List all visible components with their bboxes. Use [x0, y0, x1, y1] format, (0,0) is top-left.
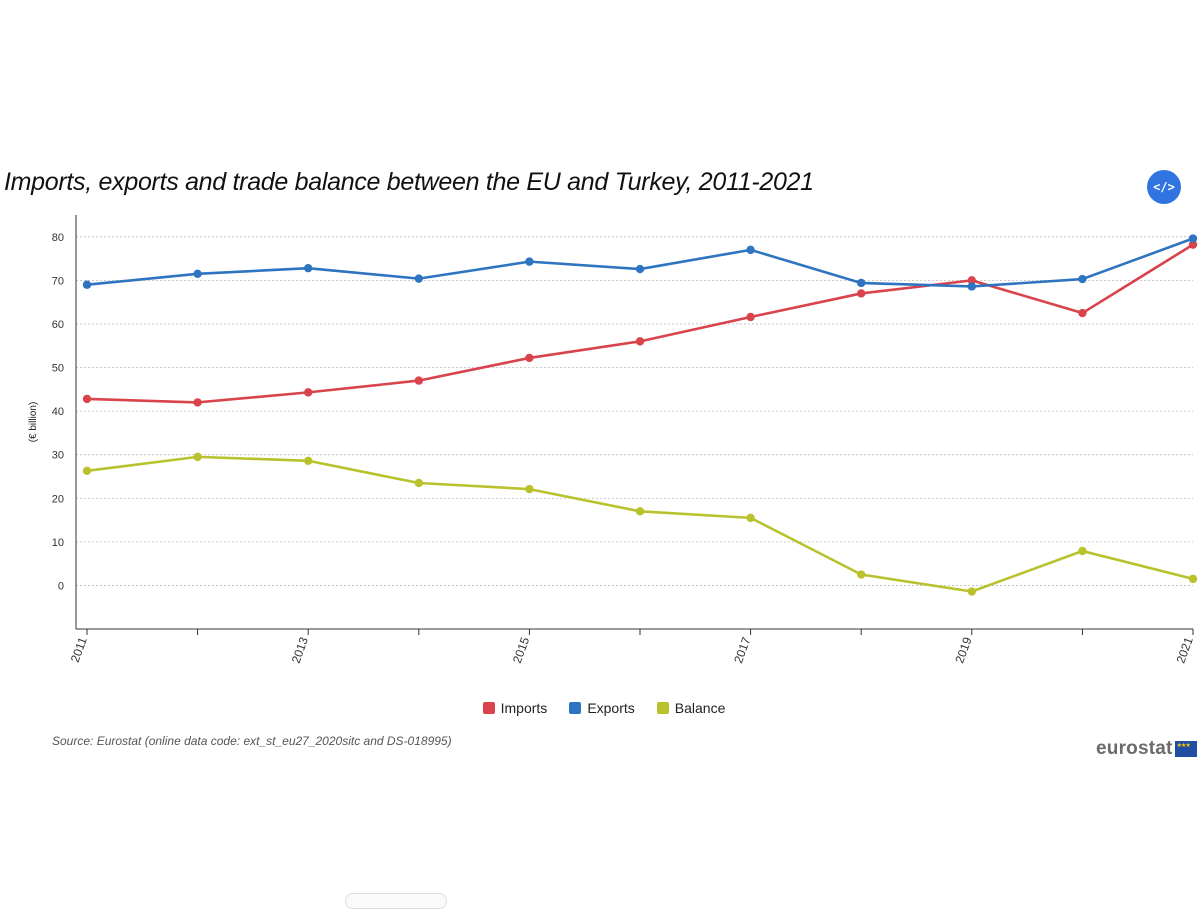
data-point-imports[interactable]: [193, 398, 202, 407]
y-tick-label: 30: [52, 450, 64, 462]
data-point-exports[interactable]: [525, 257, 534, 266]
data-point-balance[interactable]: [967, 587, 976, 596]
legend-swatch-exports: [569, 702, 582, 714]
legend-swatch-imports: [482, 702, 495, 714]
x-tick-label: 2015: [510, 635, 532, 665]
legend-swatch-balance: [656, 702, 669, 714]
data-point-exports[interactable]: [193, 269, 202, 279]
data-point-balance[interactable]: [193, 452, 202, 462]
y-tick-label: 40: [52, 406, 64, 418]
eurostat-logo: eurostat: [1096, 738, 1197, 760]
data-point-imports[interactable]: [304, 388, 313, 397]
source-note: Source: Eurostat (online data code: ext_…: [52, 734, 452, 748]
data-point-imports[interactable]: [1188, 240, 1198, 249]
data-point-exports[interactable]: [967, 282, 976, 291]
logo-text: eurostat: [1096, 738, 1173, 759]
eu-flag-icon: [1174, 741, 1197, 757]
data-point-balance[interactable]: [746, 513, 755, 523]
data-point-balance[interactable]: [525, 484, 534, 494]
data-point-balance[interactable]: [857, 570, 866, 579]
data-point-imports[interactable]: [1078, 308, 1087, 318]
data-point-imports[interactable]: [857, 289, 866, 298]
code-icon: </>: [1153, 180, 1175, 194]
data-point-balance[interactable]: [304, 456, 313, 465]
legend-item-imports[interactable]: Imports: [475, 700, 548, 716]
data-point-balance[interactable]: [635, 507, 645, 516]
data-point-exports[interactable]: [635, 264, 645, 274]
data-point-exports[interactable]: [304, 263, 313, 273]
chart-title: Imports, exports and trade balance betwe…: [4, 168, 814, 196]
y-tick-label: 70: [52, 275, 64, 287]
data-point-balance[interactable]: [82, 466, 92, 476]
data-point-imports[interactable]: [635, 337, 645, 346]
x-tick-label: 2019: [952, 635, 974, 665]
legend-item-exports[interactable]: Exports: [561, 700, 635, 716]
data-point-balance[interactable]: [1078, 546, 1087, 556]
series-line-exports: [86, 237, 1194, 288]
x-tick-label: 2013: [289, 635, 311, 665]
x-tick-label: 2021: [1174, 635, 1196, 665]
data-point-exports[interactable]: [414, 274, 423, 283]
data-point-exports[interactable]: [82, 280, 92, 289]
y-tick-label: 80: [52, 232, 64, 244]
legend-label-balance: Balance: [674, 700, 726, 716]
data-point-exports[interactable]: [1188, 234, 1198, 243]
data-point-imports[interactable]: [525, 353, 534, 363]
data-point-imports[interactable]: [967, 276, 976, 285]
x-tick-label: 2011: [68, 635, 90, 664]
data-point-imports[interactable]: [414, 376, 423, 385]
legend-label-imports: Imports: [500, 700, 548, 716]
embed-code-button[interactable]: </>: [1147, 170, 1181, 204]
data-point-imports[interactable]: [746, 312, 755, 322]
y-tick-label: 60: [52, 319, 64, 331]
data-point-balance[interactable]: [414, 478, 423, 488]
data-point-exports[interactable]: [1078, 274, 1087, 284]
y-tick-label: 50: [52, 363, 64, 375]
x-tick-label: 2017: [731, 635, 753, 665]
y-tick-label: 0: [58, 580, 64, 592]
data-point-imports[interactable]: [82, 394, 92, 404]
line-chart: 0 10 20 30 40 50 60 70 80 2011 2013 2015 2017 2019 202…: [28, 215, 1198, 665]
y-tick-label: 20: [52, 493, 64, 505]
y-axis-label: (€ billion): [28, 402, 39, 443]
legend-label-exports: Exports: [587, 700, 635, 716]
legend-item-balance[interactable]: Balance: [649, 700, 726, 716]
scroll-indicator: [345, 893, 447, 909]
data-point-exports[interactable]: [746, 245, 755, 255]
series-line-balance: [86, 455, 1194, 593]
y-tick-label: 10: [52, 537, 64, 549]
data-point-balance[interactable]: [1188, 574, 1198, 584]
data-point-exports[interactable]: [857, 278, 866, 288]
chart-legend: Imports Exports Balance: [0, 700, 1200, 716]
